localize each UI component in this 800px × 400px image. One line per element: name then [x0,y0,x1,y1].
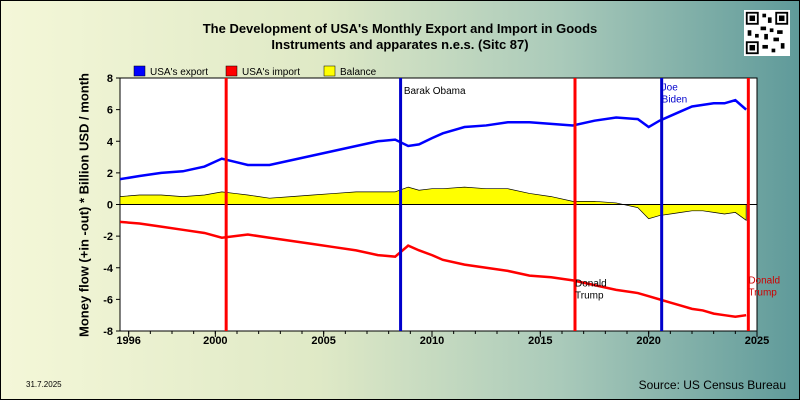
x-tick-label: 2025 [745,335,769,347]
qr-code-icon [744,10,790,56]
presidency-label-1-1: Trump [575,291,604,302]
legend-swatch-2 [323,65,336,77]
y-tick-label: 8 [107,73,113,85]
x-tick-label: 1996 [116,335,140,347]
y-tick-label: 6 [107,105,113,117]
x-tick-label: 2010 [420,335,444,347]
series-export-line [120,98,747,181]
presidency-label-0-0: Barak Obama [404,86,466,97]
legend-swatch-1 [225,65,238,77]
y-tick-label: -4 [103,263,114,275]
y-tick-label: 0 [107,200,113,212]
presidency-label-2-1: Biden [662,95,688,106]
date-stamp: 31.7.2025 [26,380,62,389]
series-balance-area [120,186,747,222]
series-import-line [120,220,747,319]
title-line-2: Instruments and apparates n.e.s. (Sitc 8… [271,37,529,52]
legend-swatch-0 [133,65,146,77]
legend-label-1: USA's import [242,67,300,78]
title-line-1: The Development of USA's Monthly Export … [202,21,598,36]
legend-label-0: USA's export [150,67,208,78]
x-tick-label: 2000 [203,335,227,347]
y-tick-label: -6 [103,294,113,306]
y-axis-label: Money flow (+in -out) * Billion USD / mo… [76,73,92,337]
presidency-label-3-0: Donald [748,276,780,287]
legend-label-2: Balance [340,67,377,78]
x-tick-label: 2015 [528,335,552,347]
y-tick-label: -8 [103,326,113,338]
y-tick-label: -2 [103,231,113,243]
y-tick-label: 4 [107,136,114,148]
x-tick-label: 2020 [636,335,660,347]
presidency-label-1-0: Donald [575,279,607,290]
chart-title: The Development of USA's Monthly Export … [120,21,680,53]
y-tick-label: 2 [107,168,113,180]
presidency-label-3-1: Trump [748,288,777,299]
presidency-label-2-0: Joe [662,83,679,94]
x-tick-label: 2005 [311,335,335,347]
source-label: Source: US Census Bureau [638,378,786,392]
